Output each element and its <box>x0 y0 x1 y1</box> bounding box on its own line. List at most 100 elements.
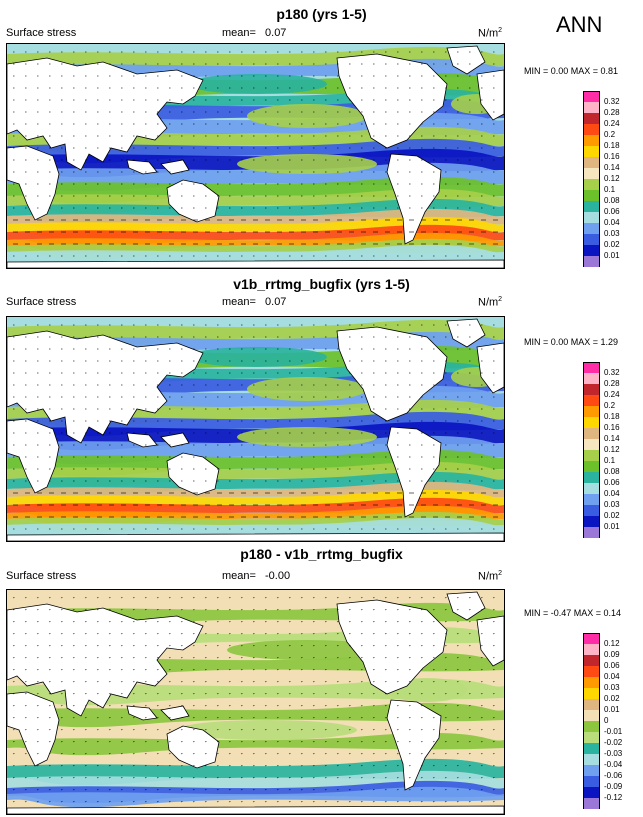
panel-3-mean-label: mean= <box>222 570 256 582</box>
colorbar-tick-label: 0.06 <box>604 661 620 670</box>
colorbar-swatch <box>583 373 600 384</box>
colorbar-swatch <box>583 384 600 395</box>
colorbar-swatch <box>583 699 600 710</box>
colorbar-tick-label: -0.02 <box>604 738 623 747</box>
colorbar-swatch <box>583 362 600 373</box>
colorbar-swatch <box>583 212 600 223</box>
colorbar-tick-label: 0.2 <box>604 130 616 139</box>
colorbar-swatch <box>583 461 600 472</box>
colorbar-swatch <box>583 146 600 157</box>
colorbar-tick-label: 0.08 <box>604 196 620 205</box>
colorbar-tick-label: 0.06 <box>604 478 620 487</box>
colorbar-swatch <box>583 516 600 527</box>
colorbar-swatch <box>583 450 600 461</box>
panel-1-map <box>6 43 505 269</box>
colorbar-tick-label: 0.18 <box>604 141 620 150</box>
colorbar-tick-label: 0.28 <box>604 379 620 388</box>
colorbar-tick-label: 0.06 <box>604 207 620 216</box>
colorbar-tick-label: 0.12 <box>604 445 620 454</box>
colorbar-swatch <box>583 428 600 439</box>
colorbar-tick-label: -0.12 <box>604 793 623 802</box>
panel-2-minmax: MIN = 0.00 MAX = 1.29 <box>524 337 619 347</box>
colorbar-tick-label: 0.28 <box>604 108 620 117</box>
colorbar-swatch <box>583 483 600 494</box>
panel-2-units: N/m2 <box>478 296 503 309</box>
colorbar-swatch <box>583 91 600 102</box>
colorbar-swatch <box>583 102 600 113</box>
colorbar-swatch <box>583 124 600 135</box>
colorbar-tick-label: 0.04 <box>604 218 620 227</box>
colorbar-swatch <box>583 765 600 776</box>
colorbar-swatch <box>583 798 600 809</box>
season-label: ANN <box>556 12 603 37</box>
colorbar-tick-label: 0.09 <box>604 650 620 659</box>
panel-2-mean-label: mean= <box>222 296 256 308</box>
colorbar-swatch <box>583 787 600 798</box>
colorbar-tick-label: 0.04 <box>604 489 620 498</box>
panel-2-title: v1b_rrtmg_bugfix (yrs 1-5) <box>233 276 410 292</box>
colorbar-tick-label: 0.12 <box>604 639 620 648</box>
panel-1-mean-value: 0.07 <box>265 27 287 39</box>
colorbar-tick-label: -0.06 <box>604 771 623 780</box>
colorbar-swatch <box>583 135 600 146</box>
colorbar-swatch <box>583 743 600 754</box>
colorbar-tick-label: -0.01 <box>604 727 623 736</box>
colorbar-swatch <box>583 732 600 743</box>
panel-1-title: p180 (yrs 1-5) <box>276 6 367 22</box>
panel-3-field: Surface stress <box>6 570 77 582</box>
colorbar-tick-label: 0.14 <box>604 434 620 443</box>
colorbar-swatch <box>583 179 600 190</box>
panel-1-units: N/m2 <box>478 27 503 40</box>
colorbar-tick-label: 0.24 <box>604 119 620 128</box>
colorbar-tick-label: 0.1 <box>604 456 616 465</box>
colorbar-tick-label: 0.32 <box>604 368 620 377</box>
panel-3-field-plot <box>7 590 504 814</box>
colorbar-swatch <box>583 168 600 179</box>
panel-3-minmax: MIN = -0.47 MAX = 0.14 <box>524 608 622 618</box>
colorbar-swatch <box>583 721 600 732</box>
colorbar-swatch <box>583 234 600 245</box>
colorbar-swatch <box>583 666 600 677</box>
colorbar-swatch <box>583 395 600 406</box>
colorbar-tick-label: 0.32 <box>604 97 620 106</box>
colorbar-swatch <box>583 644 600 655</box>
colorbar-tick-label: 0.12 <box>604 174 620 183</box>
colorbar-tick-label: 0.1 <box>604 185 616 194</box>
colorbar-swatch <box>583 245 600 256</box>
colorbar-tick-label: 0.03 <box>604 500 620 509</box>
panel-2-map <box>6 316 505 542</box>
panel-2-field: Surface stress <box>6 296 77 308</box>
panel-1-field: Surface stress <box>6 27 77 39</box>
colorbar-swatch <box>583 113 600 124</box>
colorbar-swatch <box>583 157 600 168</box>
colorbar-tick-label: 0.16 <box>604 152 620 161</box>
colorbar-swatch <box>583 688 600 699</box>
colorbar-swatch <box>583 494 600 505</box>
colorbar-swatch <box>583 754 600 765</box>
colorbar-tick-label: 0.14 <box>604 163 620 172</box>
panel-3-mean-value: -0.00 <box>265 570 291 582</box>
panel-3-title: p180 - v1b_rrtmg_bugfix <box>240 546 403 562</box>
colorbar-tick-label: 0.01 <box>604 251 620 260</box>
panel-1-mean-label: mean= <box>222 27 256 39</box>
colorbar-tick-label: 0.01 <box>604 705 620 714</box>
colorbar-tick-label: 0 <box>604 716 609 725</box>
panel-2-colorbar: 0.32 0.28 0.24 0.2 0.18 0.16 0.14 0.12 0.1 0.08 0.… <box>583 362 620 538</box>
colorbar-tick-label: 0.02 <box>604 240 620 249</box>
panel-2-mean-value: 0.07 <box>265 296 287 308</box>
panel-2-field-plot <box>7 317 504 541</box>
panel-1-minmax: MIN = 0.00 MAX = 0.81 <box>524 66 619 76</box>
colorbar-tick-label: 0.02 <box>604 511 620 520</box>
colorbar-tick-label: -0.03 <box>604 749 623 758</box>
colorbar-tick-label: 0.02 <box>604 694 620 703</box>
colorbar-swatch <box>583 710 600 721</box>
panel-1-colorbar: 0.32 0.28 0.24 0.2 0.18 0.16 0.14 0.12 0.1 0.08 0.… <box>583 91 620 267</box>
colorbar-tick-label: 0.04 <box>604 672 620 681</box>
colorbar-swatch <box>583 223 600 234</box>
colorbar-swatch <box>583 776 600 787</box>
colorbar-tick-label: 0.24 <box>604 390 620 399</box>
colorbar-tick-label: 0.08 <box>604 467 620 476</box>
colorbar-tick-label: 0.18 <box>604 412 620 421</box>
colorbar-swatch <box>583 655 600 666</box>
colorbar-swatch <box>583 201 600 212</box>
